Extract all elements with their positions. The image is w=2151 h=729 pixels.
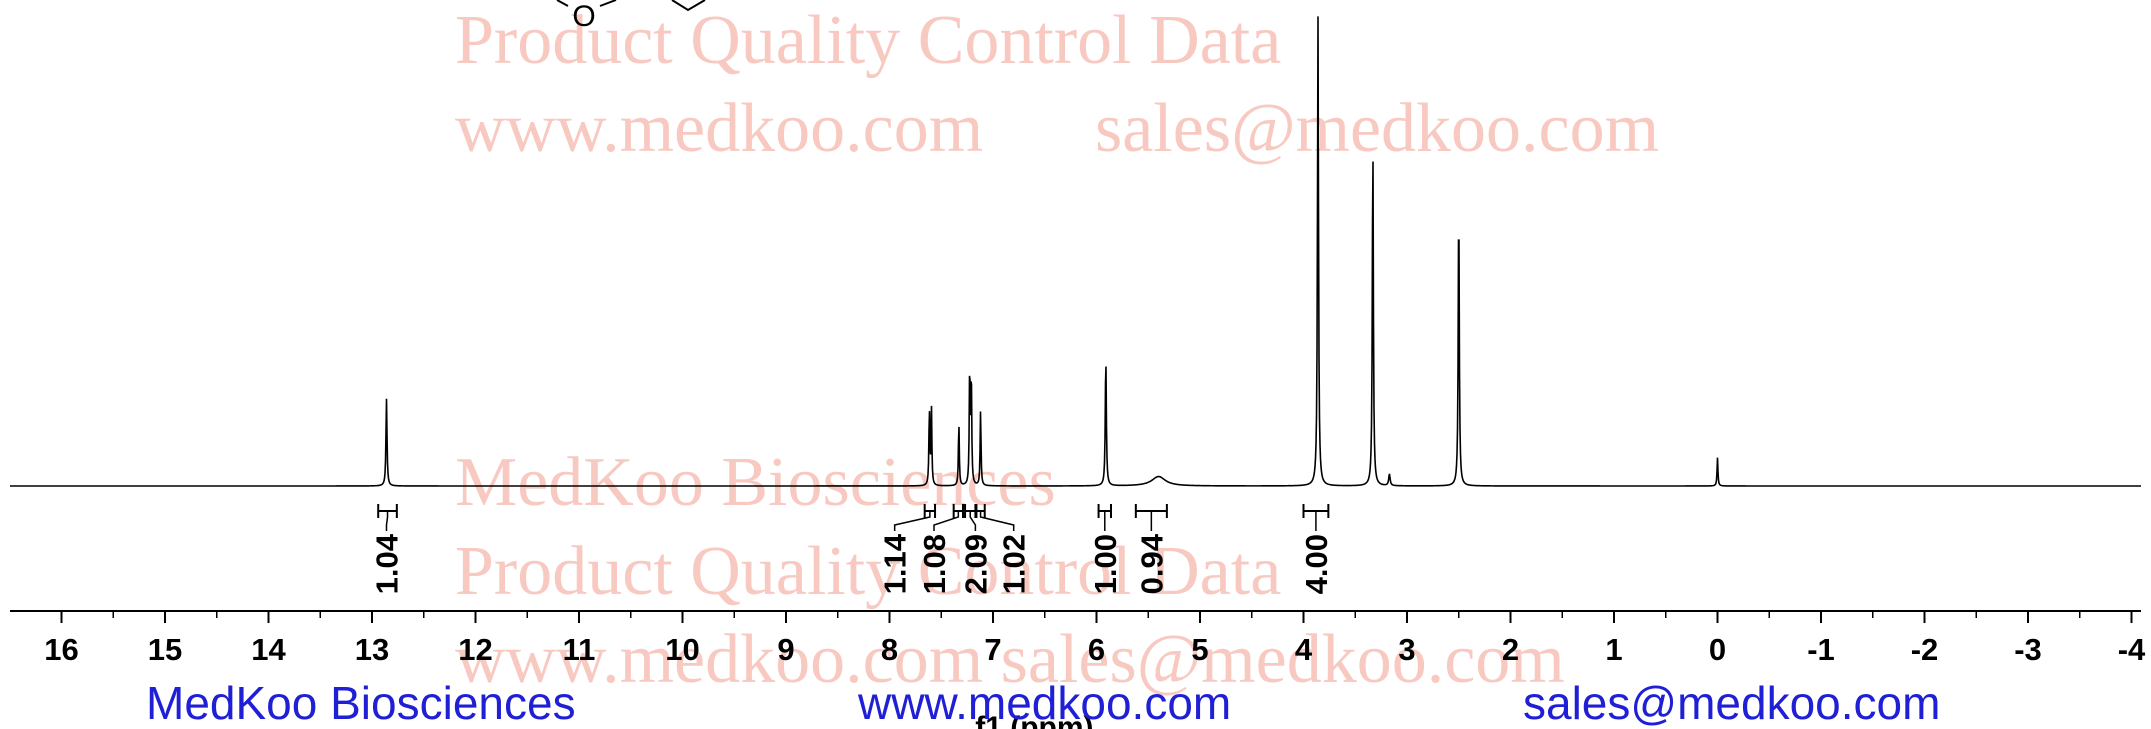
- x-tick-label: 2: [1502, 632, 1519, 667]
- integral-value: 4.00: [1299, 534, 1334, 594]
- x-tick-label: 9: [777, 632, 794, 667]
- x-tick-label: -4: [2118, 632, 2146, 667]
- integral-value: 1.08: [917, 534, 952, 594]
- x-tick-label: 13: [355, 632, 389, 667]
- x-tick-label: 7: [984, 632, 1001, 667]
- integral-leader: [893, 511, 931, 531]
- footer-company: MedKoo Biosciences: [146, 677, 576, 729]
- x-tick-label: 6: [1088, 632, 1105, 667]
- integral-2.09: 2.09: [958, 504, 993, 594]
- x-tick-label: 4: [1295, 632, 1313, 667]
- x-axis-title: f1 (ppm): [975, 711, 1093, 729]
- footer-website: www.medkoo.com: [858, 677, 1232, 729]
- integral-leader: [979, 511, 1015, 531]
- x-tick-label: 14: [251, 632, 286, 667]
- x-tick-label: 15: [148, 632, 182, 667]
- watermark-line-4: Product Quality Control Data: [455, 533, 1282, 610]
- x-tick-label: 11: [563, 632, 596, 667]
- x-axis-ticks: 16 15 14 13 12 11 10 9 8 7 6 5 4 3 2 1 0 -1 -2 -3 -4: [44, 611, 2146, 667]
- x-tick-label: -2: [1911, 632, 1939, 667]
- x-tick-label: 12: [458, 632, 492, 667]
- x-tick-label: 10: [665, 632, 699, 667]
- watermark-line-1: Product Quality Control Data: [455, 2, 1282, 79]
- x-tick-label: 5: [1191, 632, 1208, 667]
- structure-fragment: O: [556, 0, 706, 33]
- x-tick-label: 1: [1605, 632, 1622, 667]
- x-tick-label: -1: [1807, 632, 1835, 667]
- integral-value: 0.94: [1134, 533, 1169, 594]
- integral-1.14: 1.14: [878, 504, 937, 594]
- x-tick-label: 3: [1398, 632, 1415, 667]
- watermark-line-2-left: www.medkoo.com: [455, 90, 984, 167]
- integral-value: 1.14: [878, 533, 913, 594]
- integral-1.02: 1.02: [975, 504, 1032, 594]
- integral-value: 1.00: [1088, 534, 1123, 594]
- integral-value: 1.02: [997, 534, 1032, 594]
- integral-leader: [385, 511, 389, 531]
- integral-value: 1.04: [369, 533, 404, 594]
- integral-1.04: 1.04: [369, 504, 404, 594]
- integral-0.94: 0.94: [1134, 504, 1169, 594]
- x-tick-label: 16: [44, 632, 78, 667]
- footer-email: sales@medkoo.com: [1523, 677, 1941, 729]
- integral-1.08: 1.08: [917, 504, 964, 594]
- integral-leader: [933, 511, 960, 531]
- x-tick-label: 0: [1709, 632, 1726, 667]
- integral-value: 2.09: [958, 534, 993, 594]
- spectrum-trace: [10, 16, 2141, 487]
- oxygen-atom-label: O: [572, 0, 595, 33]
- integral-leader: [969, 511, 977, 531]
- integral-group: 1.04 1.14 1.08 2.09 1.02 1.00 0.94 4.00: [369, 504, 1334, 594]
- x-tick-label: -3: [2014, 632, 2042, 667]
- watermark-line-3: MedKoo Biosciences: [455, 444, 1056, 521]
- watermark-line-5: www.medkoo.com sales@medkoo.com: [455, 621, 1565, 698]
- watermark-line-2-right: sales@medkoo.com: [1095, 90, 1660, 167]
- x-tick-label: 8: [881, 632, 898, 667]
- integral-1.00: 1.00: [1088, 504, 1123, 594]
- integral-4.00: 4.00: [1299, 504, 1334, 594]
